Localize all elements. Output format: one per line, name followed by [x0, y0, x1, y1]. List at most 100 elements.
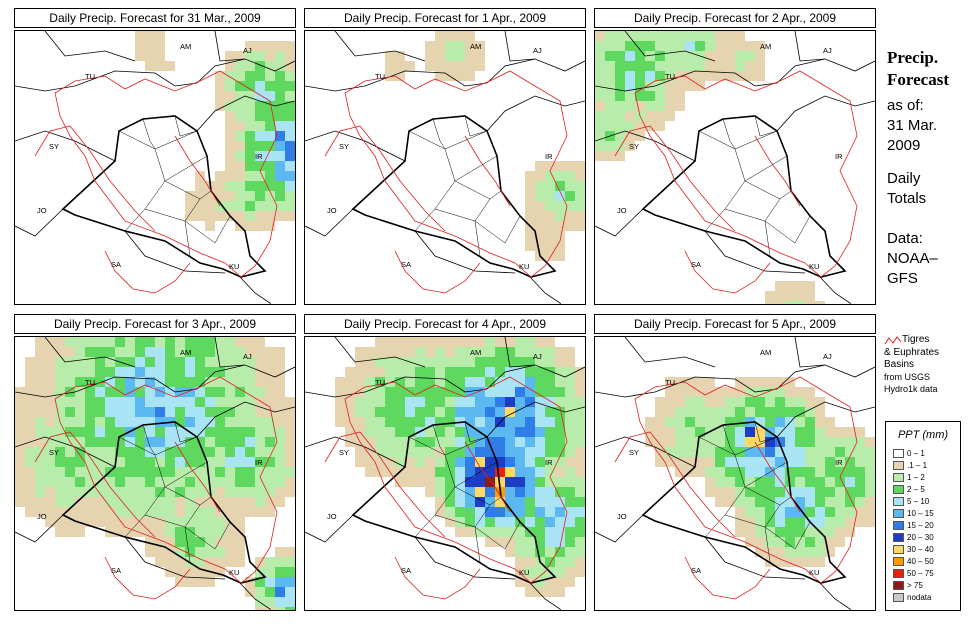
precip-cell — [785, 447, 795, 457]
precip-cell — [535, 171, 545, 181]
precip-cell — [865, 467, 875, 477]
precip-cell — [285, 171, 295, 181]
precip-cell — [15, 417, 25, 427]
precip-cell — [545, 457, 555, 467]
precip-cell — [475, 367, 485, 377]
precip-cell — [135, 41, 145, 51]
precip-cell — [185, 507, 195, 517]
precip-cell — [255, 221, 265, 231]
precip-cell — [145, 417, 155, 427]
precip-cell — [185, 447, 195, 457]
precip-cell — [665, 447, 675, 457]
precip-cell — [255, 577, 265, 587]
precip-cell — [235, 417, 245, 427]
precip-cell — [675, 31, 685, 41]
precip-cell — [525, 557, 535, 567]
country-label: KU — [229, 568, 239, 577]
precip-cell — [535, 201, 545, 211]
precip-cell — [425, 337, 435, 347]
precip-cell — [285, 191, 295, 201]
precip-cell — [195, 357, 205, 367]
precip-cell — [175, 417, 185, 427]
precip-cell — [535, 527, 545, 537]
precip-cell — [135, 467, 145, 477]
ppt-legend-label: .1 – 1 — [907, 461, 928, 470]
precip-cell — [275, 347, 285, 357]
precip-cell — [675, 437, 685, 447]
precip-cell — [205, 221, 215, 231]
precip-cell — [425, 367, 435, 377]
basin-line-icon — [884, 336, 902, 345]
precip-cell — [155, 397, 165, 407]
precip-cell — [165, 387, 175, 397]
precip-cell — [155, 417, 165, 427]
precip-cell — [465, 497, 475, 507]
precip-cell — [665, 81, 675, 91]
precip-cell — [445, 397, 455, 407]
precip-cell — [285, 131, 295, 141]
precip-cell — [745, 487, 755, 497]
precip-cell — [405, 437, 415, 447]
precip-cell — [175, 577, 185, 587]
precip-cell — [285, 447, 295, 457]
coastline — [239, 582, 271, 610]
precip-cell — [425, 477, 435, 487]
precip-cell — [75, 397, 85, 407]
precip-cell — [75, 417, 85, 427]
precip-cell — [285, 151, 295, 161]
precip-cell — [255, 201, 265, 211]
precip-cell — [155, 347, 165, 357]
precip-cell — [685, 71, 695, 81]
precip-cell — [555, 567, 565, 577]
precip-cell — [145, 537, 155, 547]
precip-cell — [545, 201, 555, 211]
precip-cell — [535, 161, 545, 171]
precip-cell — [545, 377, 555, 387]
precip-cell — [725, 487, 735, 497]
precip-cell — [215, 457, 225, 467]
country-borders — [595, 31, 875, 304]
precip-cell — [195, 477, 205, 487]
precip-cell — [395, 387, 405, 397]
precip-cell — [605, 141, 615, 151]
ppt-legend-label: nodata — [907, 593, 932, 602]
basin-line — [394, 556, 481, 600]
precip-cell — [135, 367, 145, 377]
precip-cell — [205, 367, 215, 377]
precip-cell — [575, 201, 585, 211]
precip-cell — [275, 161, 285, 171]
precip-cell — [65, 507, 75, 517]
precip-cell — [545, 467, 555, 477]
precip-cell — [485, 417, 495, 427]
precip-cell — [125, 367, 135, 377]
precip-cell — [705, 61, 715, 71]
precip-cell — [185, 347, 195, 357]
precip-cell — [105, 417, 115, 427]
precip-cell — [55, 357, 65, 367]
precip-cell — [715, 417, 725, 427]
precip-cell — [525, 171, 535, 181]
precip-cell — [265, 131, 275, 141]
precip-cell — [735, 497, 745, 507]
precip-cell — [275, 427, 285, 437]
precip-cell — [175, 487, 185, 497]
precip-cell — [155, 467, 165, 477]
precip-cell — [475, 61, 485, 71]
precip-cell — [255, 497, 265, 507]
precip-cell — [855, 447, 865, 457]
precip-cell — [275, 367, 285, 377]
precip-cell — [355, 357, 365, 367]
precip-cell — [195, 427, 205, 437]
precip-cell — [765, 387, 775, 397]
precip-cell — [125, 417, 135, 427]
precip-cell — [375, 347, 385, 357]
precip-cell — [465, 507, 475, 517]
precip-cell — [745, 477, 755, 487]
precip-cell — [45, 387, 55, 397]
precip-cell — [735, 517, 745, 527]
precip-cell — [415, 357, 425, 367]
precip-cell — [45, 457, 55, 467]
precip-cell — [795, 397, 805, 407]
country-label: KU — [519, 568, 529, 577]
precip-cell — [605, 151, 615, 161]
